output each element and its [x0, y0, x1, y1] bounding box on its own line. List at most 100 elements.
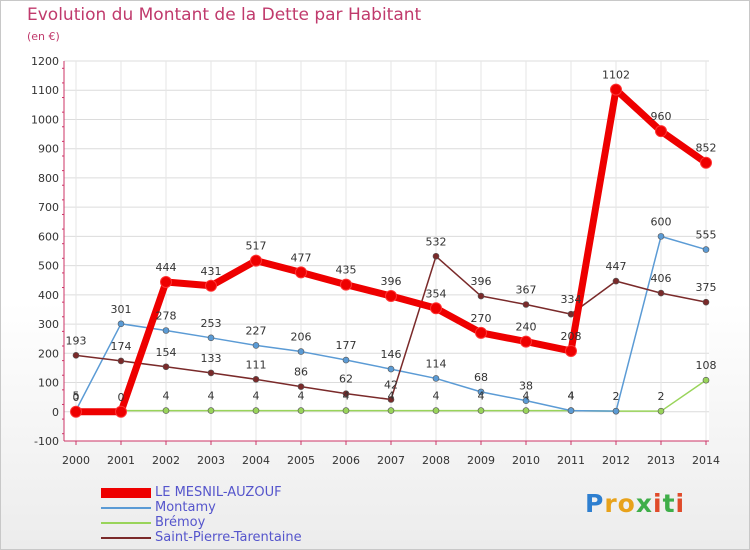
data-label: 227 [246, 324, 267, 337]
data-label: 208 [561, 330, 582, 343]
data-point [387, 396, 395, 403]
data-label: 532 [426, 235, 447, 248]
data-label: 4 [298, 390, 305, 403]
y-tick-label: 1200 [31, 55, 59, 68]
data-point [117, 357, 125, 365]
data-label: 0 [118, 391, 125, 404]
data-point [342, 390, 350, 397]
data-point [612, 407, 620, 415]
data-label: 406 [651, 272, 672, 285]
chart-subtitle: (en €) [27, 30, 60, 43]
data-label: 68 [474, 371, 488, 384]
data-point [162, 363, 170, 371]
x-tick-label: 2005 [287, 454, 315, 467]
data-point [475, 326, 487, 339]
y-tick-label: 400 [38, 289, 59, 302]
data-point [700, 156, 712, 169]
data-point [387, 365, 395, 373]
data-point [72, 352, 80, 359]
x-tick-label: 2014 [692, 454, 720, 467]
legend-item-montamy[interactable]: Montamy [101, 500, 302, 515]
data-point [297, 383, 305, 390]
data-label: 154 [156, 346, 177, 359]
data-point [657, 407, 665, 415]
data-point [252, 342, 260, 349]
data-point [477, 388, 485, 396]
data-label: 86 [294, 366, 308, 379]
data-point [207, 334, 215, 342]
data-point [565, 344, 577, 357]
data-point [477, 292, 485, 300]
legend-swatch [101, 506, 151, 509]
data-point [612, 277, 620, 285]
x-tick-label: 2006 [332, 454, 360, 467]
data-label: 435 [336, 264, 357, 277]
data-label: 431 [201, 265, 222, 278]
legend-swatch [101, 521, 151, 524]
data-label: 4 [343, 390, 350, 403]
data-label: 146 [381, 348, 402, 361]
data-label: 375 [696, 281, 717, 294]
data-point [385, 290, 397, 303]
logo-letter: i [653, 489, 663, 518]
x-tick-label: 2012 [602, 454, 630, 467]
data-label: 477 [291, 251, 312, 264]
data-label: 4 [208, 390, 215, 403]
data-point [297, 407, 305, 414]
x-tick-label: 2008 [422, 454, 450, 467]
data-point [477, 407, 485, 414]
data-point [432, 375, 440, 382]
data-point [702, 298, 710, 306]
data-label: 354 [426, 287, 447, 300]
data-label: 4 [433, 390, 440, 403]
logo-letter: P [585, 489, 605, 518]
data-label: 444 [156, 261, 177, 274]
y-tick-label: 800 [38, 172, 59, 185]
logo-letter: x [635, 489, 653, 518]
y-tick-label: 1100 [31, 84, 59, 97]
data-label: 4 [478, 390, 485, 403]
y-tick-label: 900 [38, 143, 59, 156]
data-label: 301 [111, 303, 132, 316]
legend-item-le-mesnil-auzouf[interactable]: LE MESNIL-AUZOUF [101, 485, 302, 500]
data-label: 111 [246, 358, 267, 371]
data-point [252, 376, 260, 383]
data-label: 206 [291, 331, 312, 344]
data-label: 1102 [602, 69, 630, 82]
data-point [387, 407, 395, 414]
data-label: 193 [66, 334, 87, 347]
proxiti-logo: Proxiti [585, 489, 685, 518]
data-label: 4 [163, 390, 170, 403]
legend-swatch [101, 487, 151, 498]
x-tick-label: 2011 [557, 454, 585, 467]
data-point [702, 246, 710, 253]
data-point [342, 356, 350, 364]
data-label: 38 [519, 380, 533, 393]
legend-item-bremoy[interactable]: Brémoy [101, 515, 302, 530]
legend-item-saint-pierre-tarentaine[interactable]: Saint-Pierre-Tarentaine [101, 530, 302, 545]
data-point [297, 348, 305, 355]
data-point [655, 125, 667, 138]
data-label: 4 [568, 390, 575, 403]
x-tick-label: 2007 [377, 454, 405, 467]
legend-label: LE MESNIL-AUZOUF [155, 485, 282, 500]
data-label: 5 [73, 389, 80, 402]
x-tick-label: 2009 [467, 454, 495, 467]
y-tick-label: 0 [52, 406, 59, 419]
data-label: 4 [568, 390, 575, 403]
logo-letter: r [604, 489, 618, 518]
data-point [522, 301, 530, 308]
data-point [252, 407, 260, 414]
data-label: 334 [561, 293, 582, 306]
data-point [340, 278, 352, 291]
legend-label: Montamy [155, 500, 216, 515]
x-tick-label: 2013 [647, 454, 675, 467]
legend-swatch [101, 536, 151, 539]
data-label: 108 [696, 359, 717, 372]
y-tick-label: 700 [38, 201, 59, 214]
y-tick-label: -100 [34, 435, 59, 448]
data-point [250, 254, 262, 267]
data-label: 278 [156, 310, 177, 323]
x-tick-label: 2004 [242, 454, 270, 467]
